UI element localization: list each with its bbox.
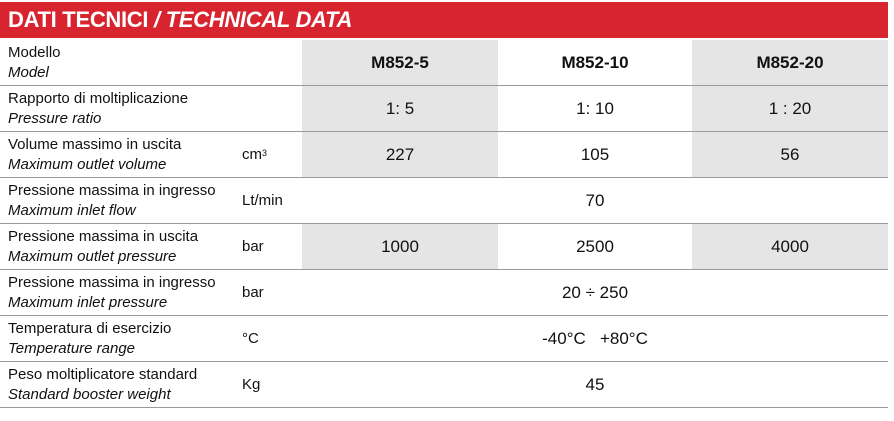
row-label: Pressione massima in ingresso Maximum in… <box>0 178 232 223</box>
row-unit: bar <box>242 284 264 301</box>
label-en: Pressure ratio <box>8 110 102 127</box>
row-unit: °C <box>242 330 259 347</box>
label-it: Temperatura di esercizio <box>8 320 172 337</box>
label-en: Maximum inlet pressure <box>8 294 168 311</box>
label-en: Temperature range <box>8 340 136 357</box>
row-label: Modello Model <box>0 40 232 85</box>
row-unit: cm 3 <box>232 132 302 177</box>
value-all-models: 70 <box>585 190 605 210</box>
table-row-inlet-pressure: Pressione massima in ingresso Maximum in… <box>0 270 888 316</box>
model-m852-10: M852-10 <box>561 52 629 72</box>
unit-superscript: 3 <box>262 147 268 158</box>
table-row-model: Modello Model M852-5 M852-10 M852-20 <box>0 40 888 86</box>
value-m852-5: 1: 5 <box>302 86 498 131</box>
label-en: Maximum inlet flow <box>8 202 136 219</box>
row-unit <box>232 40 302 85</box>
label-it: Peso moltiplicatore standard <box>8 366 198 383</box>
label-it: Volume massimo in uscita <box>8 136 182 153</box>
table-row-inlet-flow: Pressione massima in ingresso Maximum in… <box>0 178 888 224</box>
row-label: Rapporto di moltiplicazione Pressure rat… <box>0 86 232 131</box>
header-title-it: DATI TECNICI <box>8 7 149 32</box>
model-m852-5: M852-5 <box>302 40 498 85</box>
row-label: Pressione massima in ingresso Maximum in… <box>0 270 232 315</box>
value-m852-20: 1 : 20 <box>692 86 888 131</box>
value-all-models: 20 ÷ 250 <box>561 282 629 302</box>
label-it: Pressione massima in uscita <box>8 228 199 245</box>
row-unit: bar <box>242 238 264 255</box>
technical-data-table: Modello Model M852-5 M852-10 M852-20 Rap… <box>0 40 888 408</box>
section-header: DATI TECNICI / TECHNICAL DATA <box>0 2 888 38</box>
row-label: Peso moltiplicatore standard Standard bo… <box>0 362 232 407</box>
value-m852-20: 4000 <box>692 224 888 269</box>
label-it: Pressione massima in ingresso <box>8 274 216 291</box>
row-label: Pressione massima in uscita Maximum outl… <box>0 224 232 269</box>
label-it: Modello <box>8 44 61 61</box>
row-unit: Kg <box>242 376 261 393</box>
row-label: Volume massimo in uscita Maximum outlet … <box>0 132 232 177</box>
header-separator: / <box>154 7 160 32</box>
table-row-outlet-pressure: Pressione massima in uscita Maximum outl… <box>0 224 888 270</box>
table-row-weight: Peso moltiplicatore standard Standard bo… <box>0 362 888 408</box>
row-unit <box>232 86 302 131</box>
model-m852-20: M852-20 <box>692 40 888 85</box>
row-label: Temperatura di esercizio Temperature ran… <box>0 316 232 361</box>
label-en: Maximum outlet volume <box>8 156 167 173</box>
value-m852-10: 105 <box>580 144 610 164</box>
value-m852-5: 1000 <box>302 224 498 269</box>
value-m852-10: 1: 10 <box>576 98 614 118</box>
value-m852-5: 227 <box>302 132 498 177</box>
header-title-en: TECHNICAL DATA <box>165 7 353 32</box>
label-it: Pressione massima in ingresso <box>8 182 216 199</box>
value-m852-20: 56 <box>692 132 888 177</box>
table-row-temperature: Temperatura di esercizio Temperature ran… <box>0 316 888 362</box>
table-row-outlet-volume: Volume massimo in uscita Maximum outlet … <box>0 132 888 178</box>
label-en: Model <box>8 64 49 81</box>
label-en: Maximum outlet pressure <box>8 248 177 265</box>
value-all-models: -40°C +80°C <box>542 328 648 348</box>
value-m852-10: 2500 <box>576 236 614 256</box>
row-unit: Lt/min <box>242 192 283 209</box>
label-en: Standard booster weight <box>8 386 171 403</box>
label-it: Rapporto di moltiplicazione <box>8 90 189 107</box>
table-row-pressure-ratio: Rapporto di moltiplicazione Pressure rat… <box>0 86 888 132</box>
unit-base: cm <box>242 146 262 163</box>
value-all-models: 45 <box>585 374 605 394</box>
